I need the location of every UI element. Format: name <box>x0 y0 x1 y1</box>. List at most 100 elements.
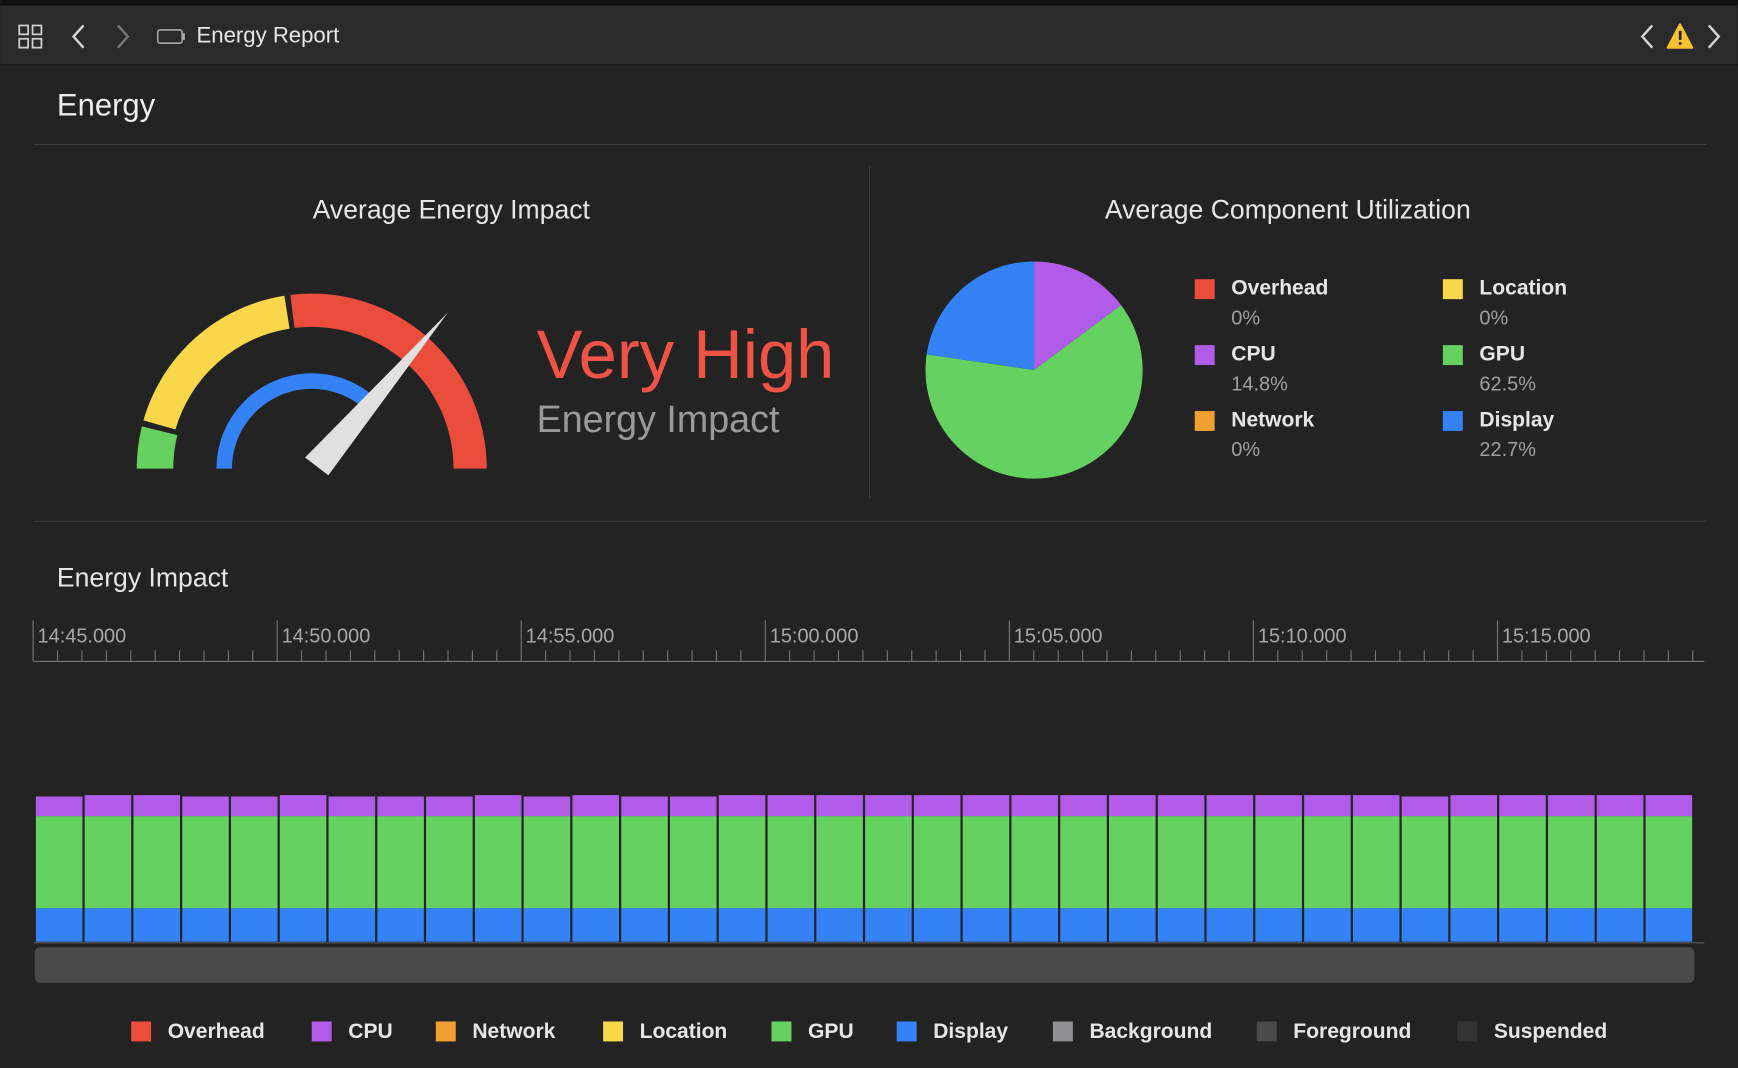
bar-segment <box>670 796 717 817</box>
grid-icon[interactable] <box>18 24 43 49</box>
legend-swatch <box>1442 345 1463 366</box>
time-label: 14:50.000 <box>282 625 371 647</box>
bar-segment <box>35 908 83 942</box>
time-ruler: 14:45.000 14:50.000 14:55.000 15:00.000 15:0… <box>32 620 1705 662</box>
forward-button[interactable] <box>116 24 130 49</box>
bar-segment <box>767 816 815 909</box>
bar-segment <box>621 796 668 817</box>
bar-segment <box>1011 908 1059 942</box>
bar-segment <box>1109 908 1156 942</box>
bar-segment <box>621 908 668 942</box>
bar-segment <box>1352 908 1400 942</box>
bar-segment <box>1548 795 1595 817</box>
gauge-needle <box>305 312 449 476</box>
gauge-arc <box>216 373 377 469</box>
bar-segment <box>133 795 180 817</box>
bar-segment <box>328 796 376 817</box>
section-title: Energy <box>57 88 156 123</box>
bar-segment <box>1255 795 1302 817</box>
bar-segment <box>84 795 132 817</box>
bar-segment <box>230 816 278 909</box>
bar-segment <box>182 796 229 817</box>
bar-segment <box>1401 816 1449 909</box>
bar-segment <box>328 816 376 909</box>
bar-segment <box>35 816 83 909</box>
bar-segment <box>377 796 424 817</box>
bar-segment <box>1206 795 1254 817</box>
toolbar <box>0 0 1738 65</box>
bar-segment <box>865 816 912 909</box>
legend-swatch <box>311 1021 332 1042</box>
bar-segment <box>1352 816 1400 909</box>
impact-level: Very High <box>537 316 835 393</box>
scrollbar[interactable] <box>34 947 1695 983</box>
bar-segment <box>1596 816 1644 909</box>
bar-segment <box>865 795 912 817</box>
bar-segment <box>230 796 278 817</box>
back-button[interactable] <box>71 24 85 49</box>
bar-segment <box>1499 816 1546 909</box>
bar-segment <box>962 908 1010 942</box>
legend-value: 0% <box>1479 307 1508 329</box>
toolbar-title: Energy Report <box>197 22 340 47</box>
legend-label: Location <box>640 1020 728 1043</box>
bar-segment <box>1109 795 1156 817</box>
legend-label: Network <box>1231 409 1314 432</box>
legend-swatch <box>603 1021 624 1042</box>
time-label: 15:00.000 <box>770 625 859 647</box>
legend-swatch <box>1194 411 1215 431</box>
bars <box>35 795 1693 942</box>
bar-segment <box>1304 816 1351 909</box>
bar-segment <box>1645 908 1693 942</box>
legend-label: CPU <box>348 1020 392 1043</box>
bar-segment <box>962 816 1010 909</box>
pie <box>925 261 1143 479</box>
bar-segment <box>1548 816 1595 909</box>
time-label: 14:55.000 <box>526 625 615 647</box>
legend-label: GPU <box>1479 343 1525 366</box>
bar-segment <box>913 816 961 909</box>
bar-segment <box>1206 908 1254 942</box>
bar-segment <box>377 908 424 942</box>
legend-label: Display <box>933 1020 1008 1043</box>
bar-segment <box>572 795 620 817</box>
bar-segment <box>133 816 180 909</box>
legend-swatch <box>1442 279 1463 300</box>
bar-segment <box>767 795 815 817</box>
bar-segment <box>1450 795 1498 817</box>
bar-segment <box>84 816 132 909</box>
bar-segment <box>1304 795 1351 817</box>
bar-segment <box>182 816 229 909</box>
legend-label: Suspended <box>1494 1020 1607 1043</box>
next-issue[interactable] <box>1707 24 1721 49</box>
bar-segment <box>1548 908 1595 942</box>
bar-segment <box>1645 816 1693 909</box>
bar-segment <box>1401 796 1449 817</box>
warning-icon[interactable] <box>1666 23 1694 49</box>
time-label: 14:45.000 <box>38 625 127 647</box>
legend-swatch <box>1457 1021 1478 1042</box>
pie-slice <box>1034 261 1122 371</box>
gauge-arc <box>143 295 290 430</box>
battery-icon <box>156 29 185 44</box>
legend-swatch <box>1052 1021 1073 1042</box>
bar-segment <box>1352 795 1400 817</box>
bar-segment <box>1157 816 1205 909</box>
bar-segment <box>133 908 180 942</box>
bar-segment <box>84 908 132 942</box>
bar-segment <box>523 908 571 942</box>
bar-segment <box>1157 908 1205 942</box>
bar-segment <box>328 908 376 942</box>
bar-segment <box>1450 908 1498 942</box>
legend-label: GPU <box>808 1020 854 1043</box>
bar-segment <box>377 816 424 909</box>
bar-segment <box>670 908 717 942</box>
bar-segment <box>1206 816 1254 909</box>
pie-title: Average Component Utilization <box>1105 195 1471 225</box>
legend-swatch <box>435 1021 456 1042</box>
bar-segment <box>1499 908 1546 942</box>
legend-label: Location <box>1479 277 1567 300</box>
prev-issue[interactable] <box>1640 24 1654 49</box>
